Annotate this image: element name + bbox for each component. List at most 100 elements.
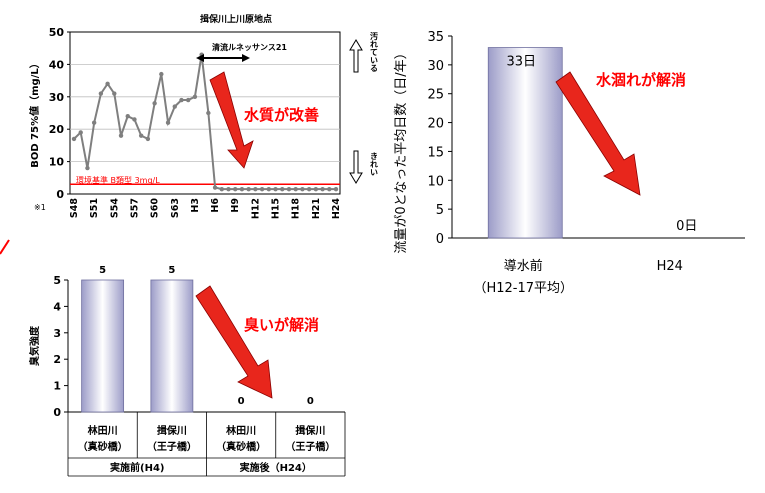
bod-location-label: 揖保川上川原地点 <box>200 13 272 25</box>
odor-improvement-label: 臭いが解消 <box>244 316 319 334</box>
odor-y-tick-label: 5 <box>53 274 61 287</box>
odor-group-label: 実施前(H4) <box>110 461 164 474</box>
bod-chart: 0 10 20 30 40 50 S48 S51 S54 S57 S60 S63 H3 H6 H9 H12 H… <box>28 13 379 219</box>
odor-category-table: 林田川 （真砂橋） 揖保川 （王子橋） 林田川 （真砂橋） 揖保川 （王子橋） 実施前(H4) 実… <box>67 412 346 477</box>
bod-data-point <box>112 91 117 96</box>
bod-series-points <box>71 52 339 192</box>
bod-data-point <box>266 186 272 192</box>
odor-category-label: 林田川 <box>88 424 118 437</box>
bod-data-point <box>186 97 191 103</box>
flow-y-tick-label: 25 <box>427 88 444 103</box>
bod-x-tick-label: S60 <box>150 198 161 218</box>
odor-data-label: 5 <box>99 265 106 276</box>
bod-data-point <box>293 186 298 192</box>
odor-category-label: 揖保川 <box>157 424 187 437</box>
bod-data-point <box>300 186 305 192</box>
odor-y-tick-label: 3 <box>53 327 61 340</box>
odor-y-tick-label: 4 <box>53 300 61 313</box>
bod-plot-frame <box>69 31 341 195</box>
flow-y-tick-label: 5 <box>436 203 444 218</box>
bod-data-point <box>333 186 339 192</box>
flow-improvement-arrow <box>555 71 641 196</box>
bod-data-point <box>85 165 90 171</box>
flow-categories: 導水前 （H12-17平均） H24 <box>473 258 682 296</box>
odor-category-sublabel: （真砂橋） <box>78 440 128 453</box>
bod-x-ticks: S48 S51 S54 S57 S60 S63 H3 H6 H9 H12 H15 H18 H21 H24 <box>69 198 342 220</box>
flow-y-axis-label: 流量が0となった平均日数（日/年） <box>394 46 409 253</box>
bod-data-point <box>152 101 157 106</box>
dirty-label: 汚れている <box>370 31 379 72</box>
bod-data-point <box>273 186 278 192</box>
bod-data-point <box>246 186 251 192</box>
bod-x-tick-label: H21 <box>311 198 322 219</box>
bod-data-point <box>226 186 231 192</box>
odor-group-label: 実施後（H24） <box>240 461 312 474</box>
bod-series-line <box>73 54 336 191</box>
bod-data-point <box>105 81 110 87</box>
flow-category-label: 導水前 <box>504 258 543 274</box>
bod-y-tick-label: 20 <box>49 123 65 136</box>
bod-data-point <box>286 186 292 192</box>
bod-data-point <box>138 133 144 138</box>
bod-data-point <box>233 186 238 192</box>
bod-x-tick-label: S63 <box>170 198 181 218</box>
bod-x-tick-label: H24 <box>331 198 342 220</box>
bod-x-tick-label: H15 <box>271 198 282 219</box>
bod-data-point <box>132 117 137 122</box>
bod-data-point <box>327 186 332 192</box>
bod-data-point <box>91 120 97 125</box>
bod-data-point <box>125 114 130 119</box>
bod-standard-label: 環境基準 B類型 3mg/L <box>76 175 160 185</box>
bod-data-point <box>306 186 312 192</box>
bod-improvement-label: 水質が改善 <box>244 106 319 124</box>
flow-y-tick-label: 0 <box>436 232 444 247</box>
flow-y-ticks: 0 5 10 15 20 25 30 35 <box>427 30 452 247</box>
bod-data-point <box>71 136 77 142</box>
flow-data-label: 0日 <box>676 219 697 234</box>
bod-y-tick-label: 50 <box>49 26 65 39</box>
flow-bar <box>487 47 563 239</box>
bod-data-point <box>78 130 83 135</box>
odor-category-label: 林田川 <box>226 424 256 437</box>
bod-data-point <box>98 91 104 96</box>
bod-data-point <box>253 186 258 192</box>
odor-y-ticks: 0 1 2 3 4 5 <box>53 274 68 419</box>
odor-y-tick-label: 1 <box>53 380 61 393</box>
odor-data-label: 5 <box>168 265 175 276</box>
bod-period-double-arrow <box>196 54 250 62</box>
bod-x-tick-label: H12 <box>250 198 261 219</box>
odor-category-sublabel: （王子橋） <box>147 440 197 453</box>
bod-x-tick-label: H6 <box>210 198 221 213</box>
bod-x-tick-label: S57 <box>129 198 140 218</box>
odor-improvement-arrow <box>195 285 273 399</box>
odor-bars: 5 5 0 0 <box>81 265 314 413</box>
bod-data-point <box>212 185 218 190</box>
bod-data-point <box>313 186 319 192</box>
bod-x-tick-label: H3 <box>190 198 201 213</box>
flow-y-tick-label: 20 <box>427 117 444 132</box>
bod-x-tick-label: S54 <box>109 198 120 218</box>
bod-y-tick-label: 10 <box>49 156 65 169</box>
bod-y-tick-label: 30 <box>49 91 65 104</box>
bod-data-point <box>320 186 325 192</box>
odor-category-sublabel: （真砂橋） <box>216 440 266 453</box>
odor-category-sublabel: （王子橋） <box>285 440 335 453</box>
odor-chart: 0 1 2 3 4 5 5 5 0 0 林田川 （真砂橋） 揖保川 （王子橋） 林田川 （真砂橋） 揖保川 （… <box>28 265 346 477</box>
bod-y-axis-label: BOD 75%値（mg/L） <box>28 58 41 167</box>
bod-data-point <box>165 120 171 125</box>
flow-y-tick-label: 35 <box>427 30 444 45</box>
bod-data-point <box>179 97 184 103</box>
bod-data-point <box>206 110 211 116</box>
odor-y-tick-label: 0 <box>53 406 61 419</box>
bod-data-point <box>259 186 265 192</box>
odor-data-label: 0 <box>307 396 314 407</box>
dirty-up-arrow-icon <box>349 39 363 73</box>
edge-red-mark <box>0 239 10 255</box>
flow-y-tick-label: 10 <box>427 174 444 189</box>
bod-data-point <box>280 186 285 192</box>
bod-x-tick-label: S48 <box>69 198 80 218</box>
flow-chart: 0 5 10 15 20 25 30 35 33日 0日 導水前 （H12-17平均） H24 流量… <box>394 30 745 296</box>
bod-improvement-arrow <box>209 71 254 169</box>
bod-y-tick-label: 40 <box>49 58 65 71</box>
